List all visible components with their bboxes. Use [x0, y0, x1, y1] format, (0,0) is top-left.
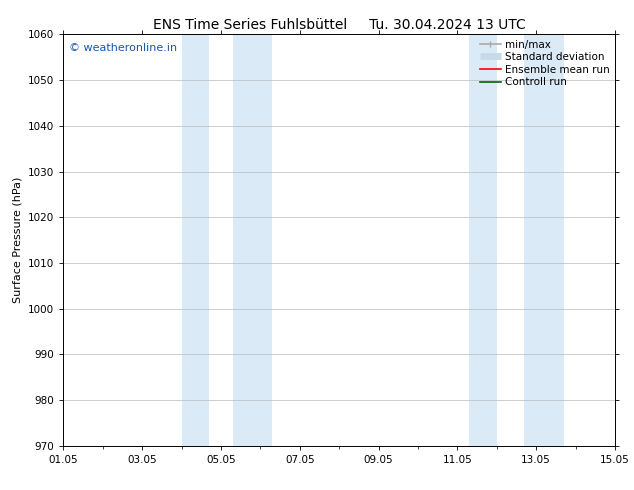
Legend: min/max, Standard deviation, Ensemble mean run, Controll run: min/max, Standard deviation, Ensemble me…	[478, 37, 612, 89]
Bar	[469, 34, 497, 446]
Bar	[181, 34, 209, 446]
Bar	[233, 34, 272, 446]
Title: ENS Time Series Fuhlsbüttel     Tu. 30.04.2024 13 UTC: ENS Time Series Fuhlsbüttel Tu. 30.04.20…	[153, 18, 526, 32]
Text: © weatheronline.in: © weatheronline.in	[69, 43, 177, 52]
Bar	[524, 34, 564, 446]
Y-axis label: Surface Pressure (hPa): Surface Pressure (hPa)	[13, 177, 23, 303]
